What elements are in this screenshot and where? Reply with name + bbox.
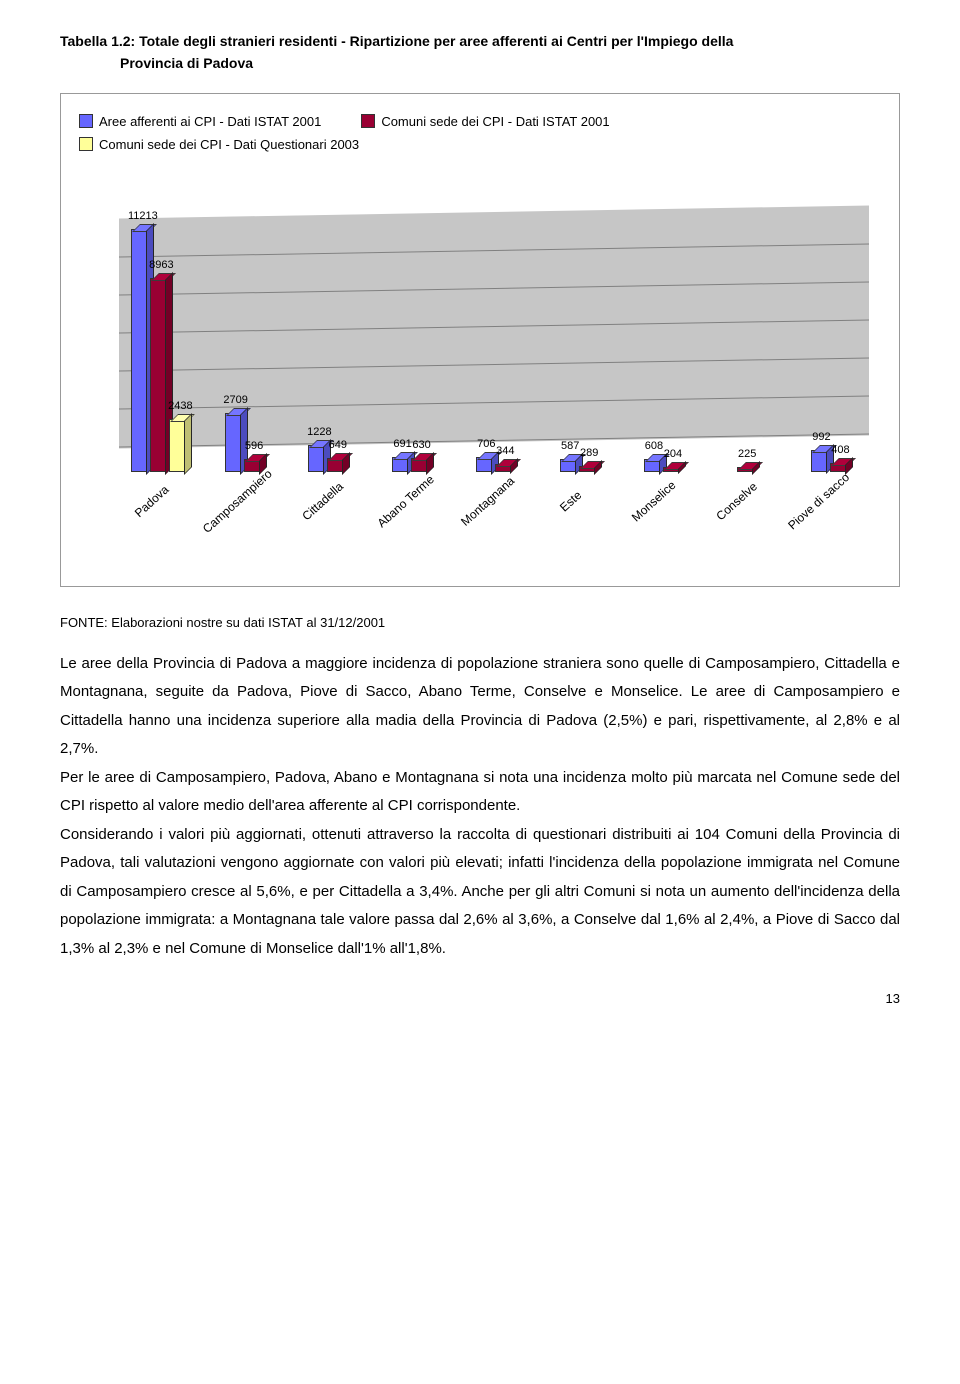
bar-value-label: 11213: [128, 210, 158, 222]
legend-label-s3: Comuni sede dei CPI - Dati Questionari 2…: [99, 137, 359, 152]
chart-x-labels: PadovaCamposampieroCittadellaAbano Terme…: [119, 484, 869, 498]
bar: 8963: [150, 278, 167, 472]
bar-value-label: 691: [393, 438, 411, 450]
source-note: FONTE: Elaborazioni nostre su dati ISTAT…: [60, 615, 900, 630]
bar-group: 1228649: [287, 445, 367, 472]
chart-legend: Aree afferenti ai CPI - Dati ISTAT 2001 …: [79, 114, 881, 152]
title-line1: Totale degli stranieri residenti - Ripar…: [139, 33, 733, 49]
chart-plot: 1121389632438270959612286496916307063445…: [119, 212, 869, 472]
bar: 1228: [308, 445, 325, 472]
bar: 2709: [225, 413, 242, 472]
bar-value-label: 8963: [149, 259, 173, 271]
bar-group: 2709596: [203, 413, 283, 472]
title-line2: Provincia di Padova: [120, 52, 900, 74]
table-title: Tabella 1.2: Totale degli stranieri resi…: [60, 30, 900, 75]
legend-label-s1: Aree afferenti ai CPI - Dati ISTAT 2001: [99, 114, 321, 129]
bar-value-label: 992: [812, 431, 830, 443]
bar-value-label: 1228: [307, 426, 331, 438]
title-prefix: Tabella 1.2:: [60, 33, 135, 49]
x-axis-label: Este: [535, 468, 606, 534]
chart-container: Aree afferenti ai CPI - Dati ISTAT 2001 …: [60, 93, 900, 587]
bar-value-label: 608: [645, 440, 663, 452]
swatch-s2: [361, 114, 375, 128]
legend-item-s1: Aree afferenti ai CPI - Dati ISTAT 2001: [79, 114, 321, 129]
bar-value-label: 408: [831, 444, 849, 456]
bar-group: 691630: [370, 457, 450, 472]
x-axis-label: Montagnana: [453, 468, 524, 534]
bar-value-label: 596: [245, 440, 263, 452]
bar: 225: [737, 467, 754, 472]
bar: 649: [327, 458, 344, 472]
bar: 630: [411, 458, 428, 472]
bar-value-label: 2709: [223, 394, 247, 406]
bar-value-label: 204: [664, 448, 682, 460]
x-axis-label: Conselve: [701, 468, 772, 534]
bar-value-label: 706: [477, 438, 495, 450]
page-number: 13: [60, 991, 900, 1006]
bar-value-label: 587: [561, 440, 579, 452]
body-text: Le aree della Provincia di Padova a magg…: [60, 650, 900, 964]
bar-group: 225: [705, 467, 785, 472]
bar-group: 608204: [622, 459, 702, 472]
x-axis-label: Cittadella: [287, 468, 358, 534]
bar: 608: [644, 459, 661, 472]
bar: 691: [392, 457, 409, 472]
legend-item-s3: Comuni sede dei CPI - Dati Questionari 2…: [79, 137, 881, 152]
legend-label-s2: Comuni sede dei CPI - Dati ISTAT 2001: [381, 114, 609, 129]
bar-value-label: 289: [580, 447, 598, 459]
x-axis-label: Padova: [116, 468, 187, 534]
swatch-s1: [79, 114, 93, 128]
legend-item-s2: Comuni sede dei CPI - Dati ISTAT 2001: [361, 114, 609, 129]
x-axis-label: Abano Terme: [370, 468, 441, 534]
bar-group: 992408: [789, 450, 869, 471]
x-axis-label: Camposampiero: [200, 466, 275, 535]
bar-group: 1121389632438: [119, 229, 199, 472]
bar-value-label: 630: [412, 439, 430, 451]
x-axis-label: Monselice: [618, 468, 689, 534]
bar-value-label: 2438: [168, 400, 192, 412]
bar-value-label: 649: [329, 439, 347, 451]
bar: 587: [560, 459, 577, 472]
bar-value-label: 225: [738, 448, 756, 460]
bar-group: 587289: [538, 459, 618, 472]
bar: 11213: [131, 229, 148, 472]
chart-area: 1121389632438270959612286496916307063445…: [79, 212, 881, 572]
swatch-s3: [79, 137, 93, 151]
bar-value-label: 344: [496, 445, 514, 457]
bar-group: 706344: [454, 457, 534, 472]
bar: 596: [244, 459, 261, 472]
bar: 2438: [169, 419, 186, 472]
x-axis-label: Piove di sacco: [784, 468, 855, 534]
bar: 706: [476, 457, 493, 472]
bar: 992: [811, 450, 828, 471]
